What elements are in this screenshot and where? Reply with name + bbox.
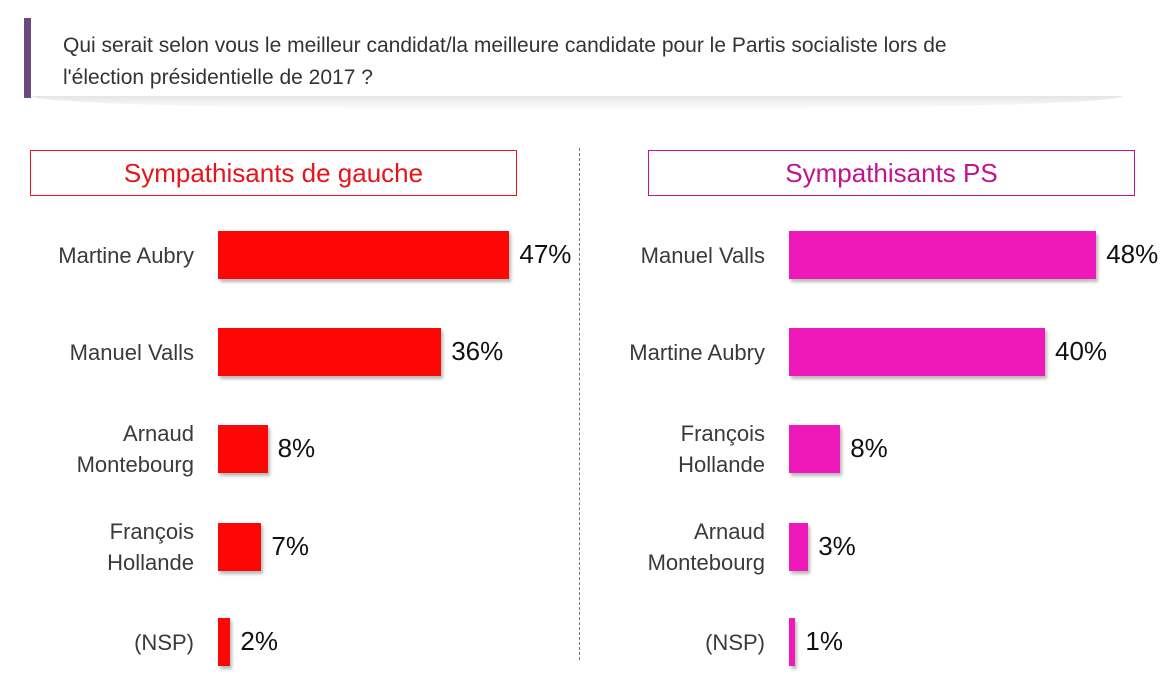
category-label-gauche-4: François Hollande: [107, 516, 194, 578]
category-label-ps-4: Arnaud Montebourg: [648, 516, 765, 578]
category-label-gauche-3: Arnaud Montebourg: [77, 418, 194, 480]
value-label-gauche-1: 47%: [519, 239, 572, 269]
value-label-ps-5: 1%: [805, 626, 843, 656]
category-label-gauche-1: Martine Aubry: [58, 240, 194, 271]
panel-divider: [579, 148, 580, 660]
value-label-gauche-5: 2%: [240, 626, 278, 656]
value-label-gauche-2: 36%: [451, 336, 504, 366]
question-line-2: l'élection présidentielle de 2017 ?: [63, 66, 373, 89]
question-line-1: Qui serait selon vous le meilleur candid…: [63, 34, 947, 57]
category-label-line: Arnaud: [694, 519, 765, 544]
category-label-line: Martine Aubry: [58, 242, 194, 268]
bar-gauche-1: [218, 231, 510, 279]
panel-title-sympathisants-ps: Sympathisants PS: [648, 150, 1135, 196]
value-label-ps-4: 3%: [818, 531, 856, 561]
category-label-line: Manuel Valls: [69, 339, 194, 365]
bar-gauche-4: [218, 523, 262, 571]
category-label-line: François: [109, 519, 194, 544]
value-label-ps-1: 48%: [1106, 239, 1159, 269]
question-accent-bar: [24, 18, 31, 98]
category-label-line: Arnaud: [123, 421, 194, 446]
bar-ps-4: [789, 523, 809, 571]
bar-gauche-5: [218, 618, 231, 666]
question-shadow: [32, 96, 1122, 110]
category-label-line: Hollande: [107, 550, 194, 575]
category-label-line: François: [680, 421, 765, 446]
bar-ps-5: [789, 618, 796, 666]
category-label-ps-5: (NSP): [705, 627, 765, 658]
category-label-line: (NSP): [705, 629, 765, 655]
category-label-line: Montebourg: [76, 452, 194, 477]
category-label-line: Hollande: [678, 452, 765, 477]
value-label-ps-2: 40%: [1055, 336, 1108, 366]
category-label-line: Martine Aubry: [629, 339, 765, 365]
category-label-ps-3: François Hollande: [678, 418, 765, 480]
question-text: Qui serait selon vous le meilleur candid…: [63, 30, 1123, 94]
category-label-ps-1: Manuel Valls: [641, 240, 765, 271]
bar-ps-3: [789, 425, 841, 473]
value-label-gauche-3: 8%: [277, 433, 316, 463]
bar-gauche-2: [218, 328, 442, 376]
category-label-gauche-2: Manuel Valls: [70, 337, 194, 368]
category-label-gauche-5: (NSP): [134, 627, 194, 658]
category-label-line: Montebourg: [647, 550, 765, 575]
bar-ps-1: [789, 231, 1097, 279]
bar-gauche-3: [218, 425, 268, 473]
value-label-gauche-4: 7%: [271, 531, 309, 561]
category-label-ps-2: Martine Aubry: [629, 337, 765, 368]
category-label-line: (NSP): [134, 629, 194, 655]
bar-ps-2: [789, 328, 1045, 376]
value-label-ps-3: 8%: [850, 433, 888, 463]
panel-title-sympathisants-gauche: Sympathisants de gauche: [30, 150, 517, 196]
category-label-line: Manuel Valls: [640, 242, 765, 268]
